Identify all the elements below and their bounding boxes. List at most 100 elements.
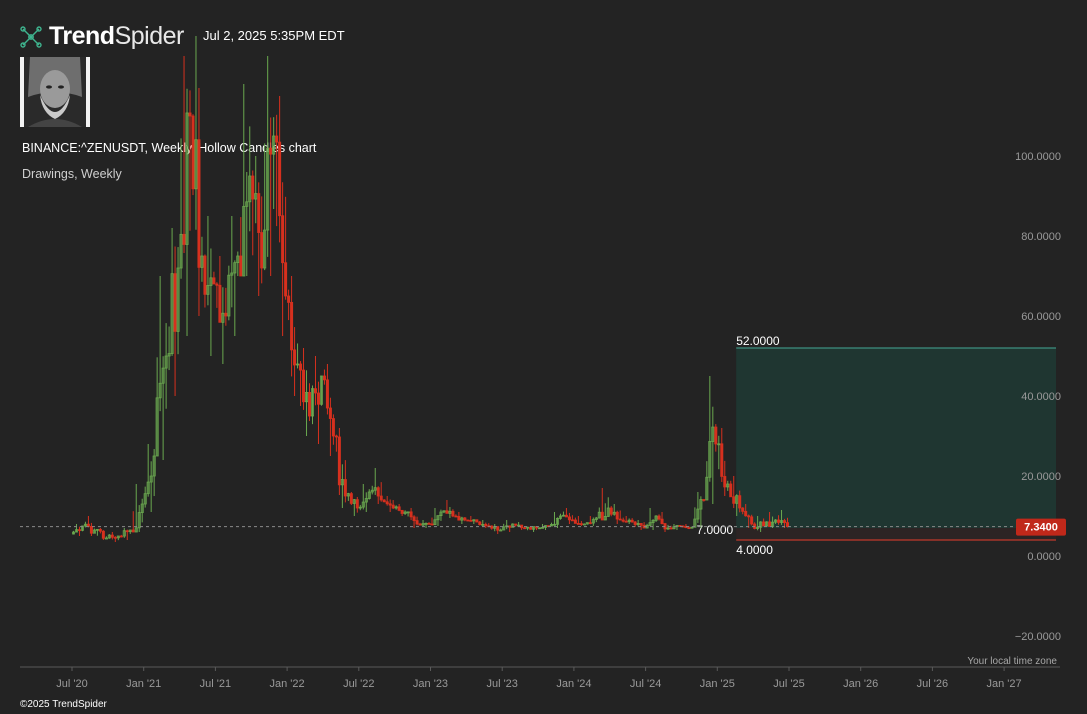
candle-body: [331, 418, 335, 437]
candle-body: [293, 349, 297, 366]
candle-body: [158, 382, 162, 399]
candle-body: [284, 262, 288, 297]
candle-body: [774, 519, 778, 523]
candle-body: [783, 520, 787, 524]
x-tick-label: Jan '27: [987, 678, 1022, 690]
candle-body: [744, 510, 748, 517]
candle-body: [322, 375, 326, 381]
chart-title: BINANCE:^ZENUSDT, Weekly, Hollow Candles…: [22, 141, 317, 155]
chart-subtitle[interactable]: Drawings, Weekly: [22, 167, 122, 181]
candle-body: [639, 523, 643, 526]
candle-body: [170, 273, 174, 354]
brand-name-bold: Trend: [49, 22, 115, 50]
candle-body: [648, 522, 652, 526]
candle-body: [561, 514, 565, 517]
candle-body: [460, 517, 464, 521]
candle-body: [206, 285, 210, 295]
candle-body: [173, 273, 177, 332]
candle-body: [239, 255, 243, 277]
candle-body: [699, 499, 703, 510]
avatar: [20, 55, 90, 127]
candle-body: [627, 519, 631, 523]
candle-body: [287, 295, 291, 303]
candle-body: [233, 262, 237, 274]
candle-body: [708, 441, 712, 478]
x-tick-label: Jan '26: [843, 678, 878, 690]
x-tick-label: Jan '24: [556, 678, 591, 690]
candle-body: [152, 455, 156, 477]
y-axis: 100.0000 80.0000 60.0000 40.0000 20.0000 0.00…: [1015, 151, 1061, 643]
candle-body: [305, 392, 309, 403]
candle-body: [517, 524, 521, 527]
y-tick-label: 0.0000: [1027, 551, 1061, 563]
candle-body: [107, 534, 111, 539]
candle-body: [552, 523, 556, 526]
candle-body: [161, 367, 165, 384]
candle-body: [430, 523, 434, 526]
candle-body: [113, 536, 117, 539]
y-tick-label: 20.0000: [1021, 471, 1061, 483]
target-label: 52.0000: [736, 334, 780, 348]
candle-body: [585, 522, 589, 525]
candle-body: [511, 523, 515, 528]
candle-body: [296, 363, 300, 366]
candle-body: [269, 147, 273, 155]
candle-body: [576, 523, 580, 525]
candle-body: [146, 481, 150, 495]
candle-body: [394, 506, 398, 509]
candle-body: [257, 193, 261, 233]
candle-body: [678, 525, 682, 527]
candle-body: [346, 493, 350, 497]
x-tick-label: Jan '22: [270, 678, 305, 690]
candle-body: [230, 272, 234, 276]
candle-body: [463, 517, 467, 521]
candle-body: [376, 487, 380, 497]
candle-body: [308, 392, 312, 417]
brand-logo: TrendSpider: [19, 22, 184, 51]
candle-body: [612, 511, 616, 515]
candle-body: [433, 519, 437, 526]
y-tick-label: 40.0000: [1021, 391, 1061, 403]
candle-body: [514, 523, 518, 526]
candle-body: [690, 526, 694, 529]
candle-body: [188, 112, 192, 117]
candle-body: [606, 507, 610, 517]
candle-body: [251, 175, 255, 200]
candle-body: [290, 301, 294, 351]
candle-body: [167, 353, 171, 357]
x-tick-label: Jul '22: [343, 678, 374, 690]
candle-body: [421, 523, 425, 526]
candle-body: [705, 476, 709, 501]
candle-body: [442, 510, 446, 513]
candle-body: [382, 499, 386, 503]
candle-body: [373, 487, 377, 491]
candle-body: [128, 529, 132, 533]
candle-body: [182, 233, 186, 245]
copyright-footer: ©2025 TrendSpider: [20, 699, 107, 710]
candle-body: [221, 312, 225, 323]
x-tick-label: Jul '21: [200, 678, 231, 690]
candle-body: [74, 529, 78, 533]
candle-body: [600, 511, 604, 521]
y-tick-label: −20.0000: [1015, 631, 1061, 643]
candle-body: [83, 523, 87, 527]
candle-body: [436, 515, 440, 521]
brand-name: TrendSpider: [49, 22, 184, 51]
candle-body: [469, 519, 473, 522]
candle-body: [484, 523, 488, 527]
candle-body: [245, 201, 249, 207]
candle-body: [319, 375, 323, 405]
timezone-label[interactable]: Your local time zone: [967, 656, 1057, 667]
candle-body: [741, 507, 745, 512]
candle-body: [654, 515, 658, 521]
candle-body: [98, 528, 102, 532]
network-nodes-icon: [20, 25, 42, 48]
candle-body: [302, 369, 306, 403]
candle-body: [179, 233, 183, 269]
candle-body: [594, 517, 598, 520]
candle-body: [541, 526, 545, 529]
candle-body: [448, 510, 452, 514]
loss-zone: [736, 528, 1056, 540]
candle-body: [762, 521, 766, 527]
